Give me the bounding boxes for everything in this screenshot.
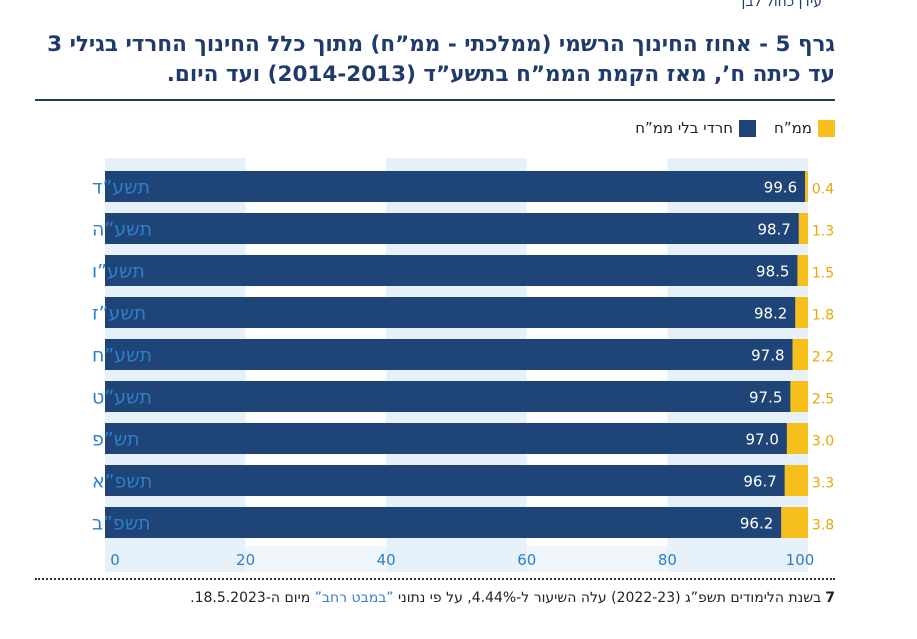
bar-mamach — [784, 465, 808, 496]
chart-title: גרף 5 - אחוז החינוך הרשמי (ממלכתי - ממ”ח… — [47, 32, 835, 87]
bar-label-mamach: 2.2 — [812, 350, 834, 366]
bar-haredi — [105, 465, 785, 496]
footnote: 7בשנת הלימודים תשפ”ג (2022-23) עלה השיעו… — [190, 590, 835, 606]
bar-label-mamach: 3.0 — [812, 434, 834, 450]
bar-label-mamach: 1.8 — [812, 308, 834, 324]
axis-band — [105, 546, 808, 572]
chart-legend: ממ”ח חרדי בלי ממ”ח — [635, 119, 835, 137]
bar-haredi — [105, 255, 798, 286]
legend-label-haredi: חרדי בלי ממ”ח — [635, 119, 734, 137]
bar-haredi — [105, 423, 787, 454]
category-label: תשע”ו — [92, 261, 145, 283]
bar-label-mamach: 2.5 — [812, 392, 834, 408]
bar-haredi — [105, 171, 806, 202]
x-tick-label: 100 — [786, 551, 815, 569]
legend-item-mamach: ממ”ח — [774, 119, 835, 137]
bar-mamach — [795, 297, 808, 328]
bar-label-haredi: 98.5 — [756, 263, 789, 281]
x-tick-label: 80 — [658, 551, 677, 569]
category-label: תש”פ — [92, 429, 140, 451]
footnote-source-link[interactable]: ”במבט רחב” — [314, 590, 394, 606]
category-label: תשפ”א — [92, 471, 152, 493]
bar-label-haredi: 98.7 — [757, 221, 790, 239]
title-divider — [35, 99, 835, 101]
footnote-divider — [35, 578, 835, 580]
footnote-text-before: בשנת הלימודים תשפ”ג (2022-23) עלה השיעור… — [393, 590, 822, 606]
bar-haredi — [105, 297, 796, 328]
footnote-text-after: מיום ה-18.5.2023. — [190, 590, 315, 606]
bar-label-haredi: 96.2 — [740, 515, 773, 533]
x-tick-label: 60 — [517, 551, 536, 569]
category-label: תשע”ד — [92, 177, 150, 199]
category-label: תשע”ט — [92, 387, 152, 409]
bar-mamach — [805, 171, 808, 202]
bar-label-mamach: 0.4 — [812, 182, 834, 198]
bar-haredi — [105, 213, 799, 244]
legend-swatch-haredi — [739, 119, 757, 137]
legend-item-haredi: חרדי בלי ממ”ח — [635, 119, 757, 137]
bar-label-mamach: 3.8 — [812, 518, 834, 534]
x-tick-label: 40 — [377, 551, 396, 569]
bar-label-haredi: 96.7 — [743, 473, 776, 491]
bar-label-haredi: 97.8 — [751, 347, 784, 365]
x-tick-label: 0 — [110, 551, 120, 569]
bar-label-haredi: 99.6 — [764, 179, 797, 197]
footnote-mark: 7 — [825, 590, 835, 606]
bar-label-haredi: 98.2 — [754, 305, 787, 323]
bar-label-haredi: 97.0 — [746, 431, 779, 449]
bar-haredi — [105, 507, 782, 538]
bar-mamach — [798, 213, 808, 244]
bar-haredi — [105, 339, 793, 370]
category-label: תשע”ח — [92, 345, 152, 367]
bar-mamach — [790, 381, 808, 412]
legend-swatch-mamach — [818, 119, 835, 137]
bar-label-haredi: 97.5 — [749, 389, 782, 407]
category-label: תשפ”ב — [92, 513, 151, 535]
legend-label-mamach: ממ”ח — [774, 119, 812, 137]
bar-mamach — [781, 507, 808, 538]
x-tick-label: 20 — [236, 551, 255, 569]
bar-label-mamach: 1.5 — [812, 266, 834, 282]
header-clip: עידן כחול לבן — [741, 0, 822, 10]
bar-label-mamach: 3.3 — [812, 476, 834, 492]
category-label: תשע”ה — [92, 219, 152, 241]
bar-mamach — [786, 423, 808, 454]
bar-haredi — [105, 381, 791, 412]
category-label: תשע”ז — [92, 303, 146, 325]
bar-label-mamach: 1.3 — [812, 224, 834, 240]
bar-mamach — [797, 255, 808, 286]
bar-mamach — [792, 339, 808, 370]
